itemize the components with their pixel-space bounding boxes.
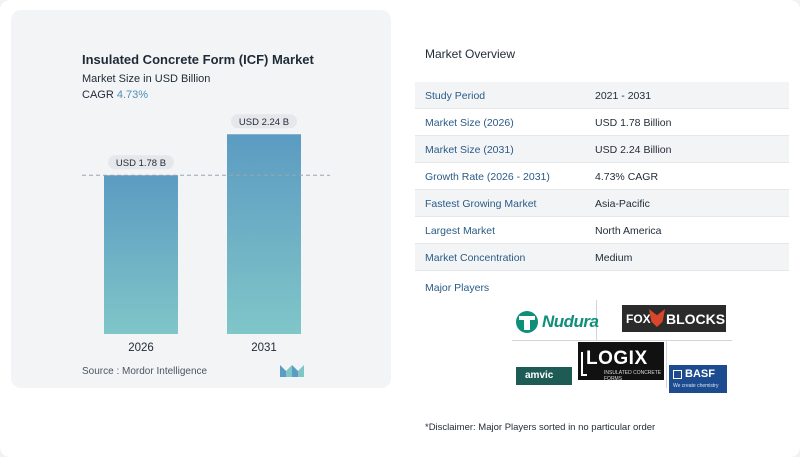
overview-value: USD 1.78 Billion: [595, 117, 672, 129]
data-label: USD 2.24 B: [239, 117, 289, 128]
data-label-bg: [108, 155, 174, 170]
overview-label: Growth Rate (2026 - 2031): [425, 171, 550, 183]
fox-logo-text: FOX: [626, 312, 651, 326]
overview-value: Medium: [595, 252, 633, 264]
fox-head-icon: [649, 309, 665, 327]
basf-logo-text: BASF: [685, 368, 715, 380]
logix-corner-icon: [581, 352, 587, 376]
overview-title: Market Overview: [425, 47, 516, 61]
overview-row-fastest-growing: Fastest Growing Market Asia-Pacific: [415, 190, 789, 217]
bar-2026: [104, 175, 178, 334]
nudura-logo-text: Nudura: [542, 312, 599, 331]
overview-row-concentration: Market Concentration Medium: [415, 244, 789, 271]
cagr-value: 4.73%: [116, 89, 149, 101]
data-label-bg: [231, 114, 297, 129]
overview-label: Market Concentration: [425, 252, 526, 264]
cagr-label: CAGR: [82, 89, 114, 101]
overview-table: Study Period 2021 - 2031 Market Size (20…: [415, 82, 789, 271]
overview-row-market-size-2026: Market Size (2026) USD 1.78 Billion: [415, 109, 789, 136]
source-text: Source : Mordor Intelligence: [82, 366, 208, 377]
nudura-logo: Nudura: [516, 306, 616, 336]
logo-divider: [596, 300, 597, 340]
logo-divider: [666, 340, 667, 388]
overview-value: Asia-Pacific: [595, 198, 650, 210]
logix-logo: LOGIX INSULATED CONCRETE FORMS: [578, 342, 664, 382]
overview-row-market-size-2031: Market Size (2031) USD 2.24 Billion: [415, 136, 789, 163]
basf-logo: BASF We create chemistry: [669, 365, 727, 393]
amvic-logo: amvic: [516, 367, 572, 385]
nudura-mark-icon: [516, 311, 538, 333]
overview-row-growth-rate: Growth Rate (2026 - 2031) 4.73% CAGR: [415, 163, 789, 190]
blocks-logo-text: BLOCKS: [666, 311, 726, 327]
overview-label: Market Size (2026): [425, 117, 514, 129]
overview-label: Market Size (2031): [425, 144, 514, 156]
mordor-intelligence-logo: [280, 365, 304, 377]
disclaimer: *Disclaimer: Major Players sorted in no …: [425, 422, 656, 433]
x-tick-label: 2031: [251, 342, 277, 354]
bar-2031: [227, 134, 301, 334]
chart-subtitle: Market Size in USD Billion: [82, 73, 211, 85]
overview-row-largest-market: Largest Market North America: [415, 217, 789, 244]
overview-label: Study Period: [425, 90, 486, 102]
major-players-title: Major Players: [425, 282, 490, 294]
overview-value: North America: [595, 225, 662, 237]
overview-label: Fastest Growing Market: [425, 198, 537, 210]
logix-logo-text: LOGIX: [586, 348, 648, 369]
logo-divider: [512, 340, 732, 341]
overview-value: USD 2.24 Billion: [595, 144, 672, 156]
foxblocks-logo: FOX BLOCKS: [622, 305, 726, 332]
x-tick-label: 2026: [128, 342, 154, 354]
basf-logo-subtext: We create chemistry: [673, 383, 719, 389]
amvic-logo-text: amvic: [525, 370, 554, 381]
basf-square-icon: [673, 370, 682, 379]
overview-row-study-period: Study Period 2021 - 2031: [415, 82, 789, 109]
chart-panel: [11, 10, 391, 388]
cagr-line: CAGR 4.73%: [82, 89, 148, 101]
overview-label: Largest Market: [425, 225, 496, 237]
overview-value: 2021 - 2031: [595, 90, 652, 102]
logix-logo-subtext: INSULATED CONCRETE FORMS: [604, 370, 662, 382]
data-label: USD 1.78 B: [116, 158, 166, 169]
chart-title: Insulated Concrete Form (ICF) Market: [82, 52, 314, 67]
overview-value: 4.73% CAGR: [595, 171, 659, 183]
bar-chart: USD 1.78 B 2026 USD 2.24 B 2031: [82, 114, 330, 354]
